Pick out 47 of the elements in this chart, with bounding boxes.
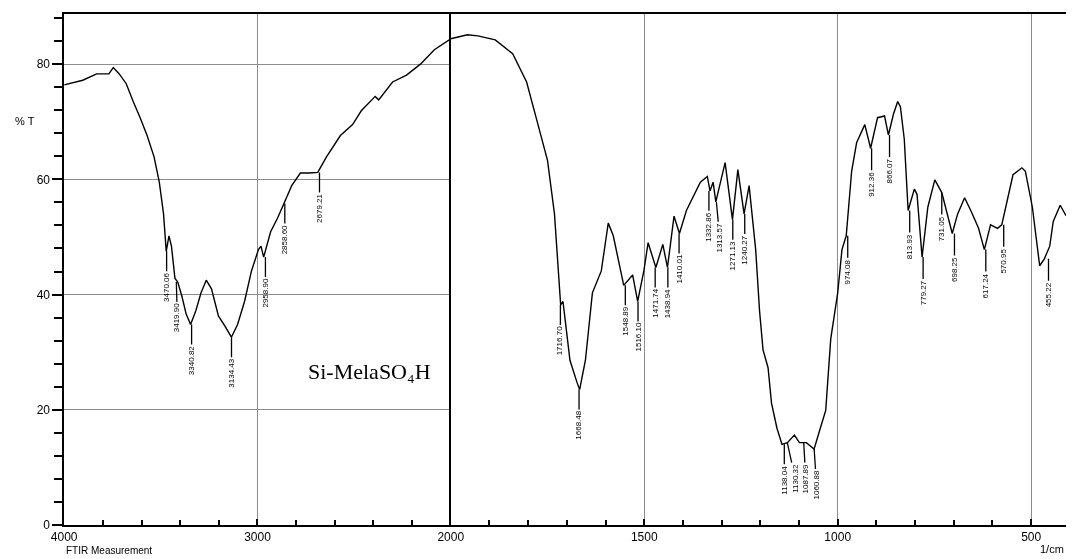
annotation: 1668.48 — [574, 410, 584, 440]
annotation: 1138.04 — [779, 465, 789, 495]
annotation: 866.07 — [884, 158, 894, 184]
x-axis-title: 1/cm — [1040, 543, 1064, 555]
annotation: 1130.32 — [790, 463, 800, 493]
y-tick-label: 80 — [36, 57, 51, 72]
annotation: 1313.57 — [714, 223, 724, 253]
y-tick-label: 0 — [43, 518, 51, 533]
x-tick-label: 1500 — [630, 530, 658, 545]
annotation: 3340.82 — [187, 345, 197, 376]
annotation: 2679.21 — [315, 193, 325, 223]
annotation: 617.24 — [981, 273, 991, 299]
annotation: 3470.06 — [162, 272, 172, 302]
x-tick-label: 500 — [1021, 530, 1042, 545]
annotation: 1548.89 — [620, 306, 630, 336]
annotation: 731.05 — [937, 216, 947, 242]
x-tick-label: 4000 — [50, 530, 78, 545]
annotation: 1410.01 — [674, 254, 684, 284]
annotation: 2958.90 — [261, 278, 271, 308]
annotation: 1716.70 — [555, 325, 565, 356]
annotation: 455.22 — [1043, 282, 1053, 308]
annotation: 3419.90 — [172, 302, 182, 333]
annotation: 813.93 — [905, 234, 915, 260]
annotation: 1516.10 — [633, 322, 643, 352]
y-tick-label: 60 — [36, 172, 51, 187]
annotation: 1240.27 — [739, 235, 749, 265]
y-axis-title: % T — [15, 115, 35, 127]
annotation: 1060.88 — [811, 470, 821, 500]
y-tick-label: 20 — [36, 402, 51, 417]
annotation: 2858.60 — [280, 224, 290, 255]
y-tick-label: 40 — [36, 287, 51, 302]
annotation: 1087.89 — [801, 463, 811, 494]
annotation: 1438.94 — [663, 288, 673, 319]
annotation: 1332.86 — [704, 212, 714, 242]
x-tick-label: 1000 — [824, 530, 852, 545]
annotation: 570.95 — [998, 248, 1008, 274]
x-tick-label: 2000 — [437, 530, 465, 545]
annotation: 1471.74 — [650, 288, 660, 318]
annotation: 779.27 — [919, 280, 929, 306]
annotation: 1271.13 — [728, 241, 738, 271]
text: FTIR Measurement — [66, 545, 153, 556]
annotation: 698.25 — [949, 256, 959, 282]
annotation: 912.36 — [867, 171, 877, 197]
annotation: 3134.43 — [227, 358, 237, 388]
annotation: 974.08 — [842, 259, 852, 285]
x-tick-label: 3000 — [244, 530, 272, 545]
annotation: Si-MelaSO₄H — [308, 359, 431, 384]
